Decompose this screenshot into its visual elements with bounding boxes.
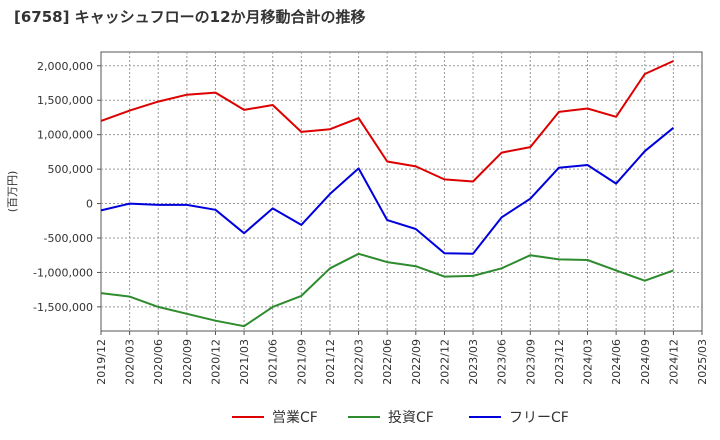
x-tick-label: 2021/12: [324, 339, 337, 385]
y-axis-label: (百万円): [6, 171, 19, 213]
x-tick-label: 2024/09: [639, 339, 652, 385]
x-tick-label: 2023/06: [496, 339, 509, 385]
x-tick-label: 2024/12: [667, 339, 680, 385]
series-line-2: [100, 127, 675, 255]
y-tick-label: 1,500,000: [37, 94, 93, 107]
y-tick-label: 2,000,000: [37, 60, 93, 73]
x-tick-label: 2021/03: [238, 339, 251, 385]
y-tick-label: -1,000,000: [33, 266, 93, 279]
x-tick-label: 2024/06: [610, 339, 623, 385]
x-tick-label: 2020/09: [181, 339, 194, 385]
x-tick-label: 2020/12: [209, 339, 222, 385]
chart-title: [6758] キャッシュフローの12か月移動合計の推移: [14, 8, 366, 26]
x-tick-label: 2021/09: [295, 339, 308, 385]
x-tick-label: 2025/03: [696, 339, 709, 385]
x-tick-label: 2021/06: [267, 339, 280, 385]
x-tick-label: 2023/12: [553, 339, 566, 385]
y-tick-label: 500,000: [48, 163, 94, 176]
y-tick-label: 1,000,000: [37, 129, 93, 142]
axes: 2,000,000 1,500,000 1,000,000 500,000 0 -500,…: [6, 60, 709, 385]
series-line-1: [100, 252, 674, 328]
x-tick-label: 2022/09: [410, 339, 423, 385]
plot-frame: [100, 51, 703, 332]
series-lines: [100, 60, 675, 328]
legend-label-0: 営業CF: [272, 410, 318, 426]
x-tick-label: 2022/03: [353, 339, 366, 385]
legend: 営業CF 投資CF フリーCF: [232, 410, 569, 426]
series-line-0: [100, 60, 674, 183]
y-tick-label: -500,000: [44, 232, 93, 245]
y-tick-label: -1,500,000: [33, 301, 93, 314]
legend-label-1: 投資CF: [388, 410, 434, 426]
grid-lines: [100, 51, 703, 332]
x-tick-label: 2022/12: [438, 339, 451, 385]
x-tick-label: 2024/03: [582, 339, 595, 385]
x-tick-label: 2023/09: [524, 339, 537, 385]
x-tick-label: 2022/06: [381, 339, 394, 385]
x-tick-label: 2019/12: [95, 339, 108, 385]
legend-label-2: フリーCF: [509, 410, 569, 426]
x-tick-label: 2020/06: [152, 339, 165, 385]
x-tick-label: 2020/03: [124, 339, 137, 385]
y-tick-label: 0: [86, 198, 93, 211]
x-tick-label: 2023/03: [467, 339, 480, 385]
